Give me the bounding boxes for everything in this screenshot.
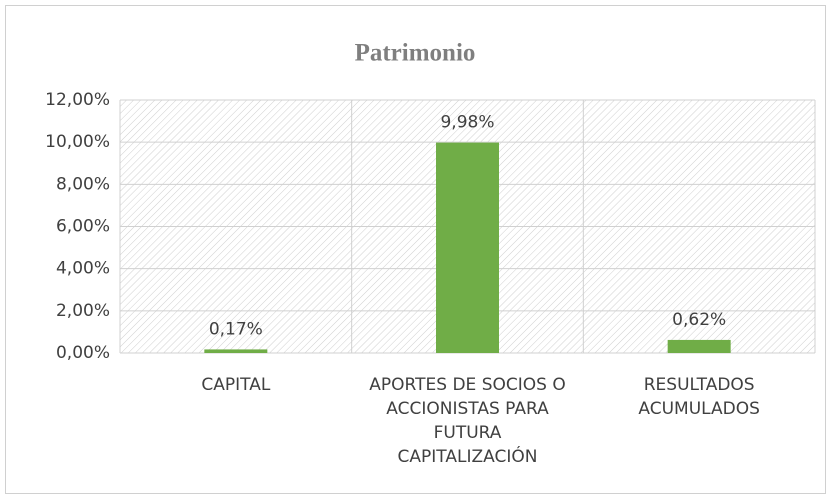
y-tick-label: 8,00% xyxy=(56,174,110,194)
y-tick-label: 12,00% xyxy=(45,90,110,110)
data-label: 9,98% xyxy=(440,113,494,133)
x-tick-label: RESULTADOS ACUMULADOS xyxy=(638,375,760,419)
y-tick-label: 4,00% xyxy=(56,259,110,279)
y-tick-label: 2,00% xyxy=(56,301,110,321)
data-label: 0,17% xyxy=(209,319,263,339)
x-tick-label: APORTES DE SOCIOS O ACCIONISTAS PARA FUTUR… xyxy=(369,375,565,467)
x-tick-label: CAPITAL xyxy=(201,375,270,395)
chart-title: Patrimonio xyxy=(355,40,476,67)
bar xyxy=(204,349,268,353)
bar xyxy=(436,142,499,353)
y-tick-label: 0,00% xyxy=(56,343,110,363)
bar xyxy=(667,339,731,353)
y-tick-label: 6,00% xyxy=(56,217,110,237)
y-tick-label: 10,00% xyxy=(45,132,110,152)
data-label: 0,62% xyxy=(672,310,726,330)
